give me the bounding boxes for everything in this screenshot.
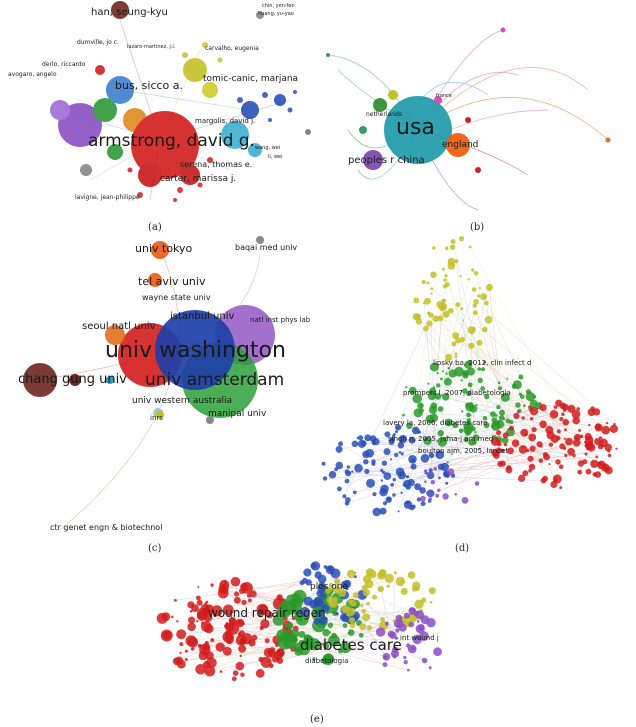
panel-b-graph <box>326 27 611 211</box>
node-label-ctr: ctr genet engn & biotechnol <box>50 523 163 532</box>
node-label-tomic: tomic-canic, marjana <box>203 74 299 84</box>
node-label-england: england <box>442 140 479 150</box>
node-label-li: li, wei <box>268 154 283 160</box>
node-label-armstrong: armstrong, david g. <box>88 131 255 151</box>
caption-d: (d) <box>455 543 470 554</box>
caption-a: (a) <box>148 222 162 233</box>
node-label-telaviv: tel aviv univ <box>138 275 206 288</box>
node-label-lavigne: lavigne, jean-philippe <box>75 194 140 201</box>
node-label-chin: chin, yen-fen <box>262 3 295 9</box>
node-label-lazaro: lazaro-martinez, j.l. <box>127 44 176 50</box>
node-label-inrs: inrs <box>150 414 163 422</box>
node-label-derlo: derlo, riccardo <box>42 61 86 68</box>
node-label-wound-repair: wound repair regen <box>208 606 326 620</box>
node-label-amsterdam: univ amsterdam <box>145 370 285 390</box>
caption-c: (c) <box>148 543 162 554</box>
panel-c-graph <box>23 236 275 531</box>
node-label-carter: carter, marissa j. <box>160 174 237 184</box>
node-label-infect: lipsky ba, 2012, clin infect d <box>433 359 532 367</box>
node-label-tokyo: univ tokyo <box>135 242 193 255</box>
panel-a-author-network: han, seung-kyu chin, yen-fen huang, yu-y… <box>0 0 318 230</box>
node-label-netherlands: netherlands <box>366 111 402 118</box>
panel-d-cocitation-network: lipsky ba, 2012, clin infect d prompers … <box>318 230 636 540</box>
panel-a-graph <box>50 1 311 202</box>
panel-b-country-network: usa england peoples r china netherlands … <box>318 0 636 230</box>
node-label-lavery: lavery la, 2006, diabetes care <box>383 419 488 427</box>
panel-d-graph <box>321 236 618 517</box>
node-label-manipal: manipal univ <box>208 409 267 419</box>
node-label-serena: serena, thomas e. <box>180 160 253 169</box>
node-label-baqai: baqai med univ <box>235 243 298 252</box>
node-label-singh: singh n, 2005, jama-j am med <box>388 435 494 443</box>
node-label-dumville: dumville, jo c. <box>77 39 119 46</box>
node-label-carvalho: carvalho, eugenia <box>205 45 259 52</box>
node-label-france: france <box>436 93 452 99</box>
node-label-plos-one: plos one <box>310 582 349 592</box>
node-label-huang: huang, yu-yao <box>258 11 294 17</box>
node-label-peoples-china: peoples r china <box>348 155 425 166</box>
node-label-natl: natl inst phys lab <box>250 316 311 324</box>
node-label-diabetologia: diabetologia <box>305 657 349 665</box>
node-label-avogaro: avogaro, angelo <box>8 71 57 78</box>
node-label-diabetes-care: diabetes care <box>300 636 402 654</box>
caption-e: (e) <box>310 714 324 725</box>
panel-e-graph <box>156 561 442 682</box>
node-label-margolis: margolis, david j. <box>195 117 256 125</box>
node-label-wang: wang, wei <box>255 145 281 151</box>
node-label-changgung: chang gung univ <box>18 372 127 387</box>
node-label-washington: univ washington <box>105 338 286 363</box>
node-label-bus: bus, sicco a. <box>115 79 184 92</box>
node-label-seoul: seoul natl univ <box>82 321 156 332</box>
panel-c-institution-network: univ tokyo baqai med univ tel aviv univ … <box>0 230 318 540</box>
node-label-wayne: wayne state univ <box>142 293 211 302</box>
node-label-prompers: prompers l, 2007, diabetologia <box>403 389 511 397</box>
panel-e-journal-network: wound repair regen diabetes care diabeto… <box>150 555 490 705</box>
node-label-han: han, seung-kyu <box>91 7 168 18</box>
node-label-int-wound: int wound j <box>400 634 439 642</box>
caption-b: (b) <box>470 222 485 233</box>
node-label-western: univ western australia <box>132 396 233 406</box>
node-label-boulton: boulton ajm, 2005, lancet <box>418 447 509 455</box>
node-label-istanbul: istanbul univ <box>170 311 235 322</box>
node-label-usa: usa <box>396 115 435 140</box>
